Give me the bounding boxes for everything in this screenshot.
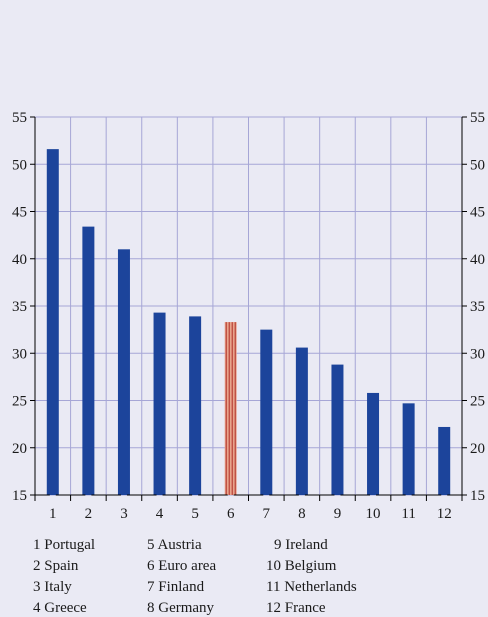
legend-country-name: Belgium — [284, 558, 337, 574]
y-tick-label-right: 50 — [470, 157, 485, 173]
legend-item: 12 France — [266, 600, 326, 617]
legend-country-name: Portugal — [44, 537, 96, 553]
legend-item: 6 Euro area — [147, 558, 216, 575]
legend-number: 7 — [147, 579, 155, 595]
y-tick-label-right: 40 — [470, 252, 485, 268]
legend-number: 10 — [266, 558, 281, 574]
y-tick-label-left: 50 — [12, 157, 27, 173]
legend-country-name: Ireland — [285, 537, 328, 553]
legend-item: 11 Netherlands — [266, 579, 357, 596]
legend-number: 6 — [147, 558, 155, 574]
bar — [438, 426, 451, 495]
bar — [367, 392, 380, 495]
legend-country-name: Greece — [44, 600, 87, 616]
legend-country-name: Finland — [158, 579, 205, 595]
y-tick-label-right: 45 — [470, 205, 485, 221]
y-tick-label-right: 25 — [470, 394, 485, 410]
x-tick-label: 11 — [401, 506, 415, 522]
y-tick-label-right: 30 — [470, 346, 485, 362]
bar — [260, 329, 273, 495]
x-tick-label: 9 — [334, 506, 342, 522]
legend-item: 3 Italy — [33, 579, 72, 596]
bar — [402, 403, 415, 495]
bar — [189, 316, 202, 495]
legend-country-name: Germany — [158, 600, 215, 616]
legend-number: 3 — [33, 579, 41, 595]
legend-item: 5 Austria — [147, 537, 202, 554]
legend-number: 8 — [147, 600, 155, 616]
bar — [117, 249, 130, 495]
legend-number: 1 — [33, 537, 41, 553]
y-tick-label-left: 45 — [12, 205, 27, 221]
x-tick-label: 12 — [437, 506, 452, 522]
legend-item: 7 Finland — [147, 579, 204, 596]
legend-number: 2 — [33, 558, 41, 574]
legend-item: 2 Spain — [33, 558, 78, 575]
legend-item: 10 Belgium — [266, 558, 336, 575]
y-tick-label-left: 35 — [12, 299, 27, 315]
legend-country-name: France — [284, 600, 326, 616]
legend-country-name: Italy — [44, 579, 72, 595]
bar — [153, 312, 166, 495]
legend-number: 4 — [33, 600, 41, 616]
bar — [82, 226, 95, 495]
legend-number: 9 — [274, 537, 282, 553]
x-tick-label: 10 — [366, 506, 381, 522]
y-tick-label-left: 30 — [12, 346, 27, 362]
x-tick-label: 4 — [156, 506, 164, 522]
legend-item: 4 Greece — [33, 600, 87, 617]
legend-number: 12 — [266, 600, 281, 616]
legend-country-name: Euro area — [158, 558, 217, 574]
legend-country-name: Austria — [157, 537, 202, 553]
x-tick-label: 7 — [263, 506, 271, 522]
x-tick-label: 5 — [191, 506, 199, 522]
y-tick-label-left: 40 — [12, 252, 27, 268]
legend-country-name: Netherlands — [284, 579, 357, 595]
legend-country-name: Spain — [44, 558, 79, 574]
y-tick-label-right: 15 — [470, 488, 485, 504]
bar — [331, 364, 344, 495]
y-tick-label-left: 55 — [12, 110, 27, 126]
bar-highlight — [224, 322, 237, 495]
legend-item: 1 Portugal — [33, 537, 95, 554]
bar — [46, 149, 59, 495]
x-tick-label: 6 — [227, 506, 235, 522]
bar — [295, 347, 308, 495]
y-tick-label-right: 35 — [470, 299, 485, 315]
y-tick-label-left: 25 — [12, 394, 27, 410]
y-tick-label-right: 55 — [470, 110, 485, 126]
x-tick-label: 8 — [298, 506, 306, 522]
legend-number: 5 — [147, 537, 155, 553]
y-tick-label-left: 15 — [12, 488, 27, 504]
x-tick-label: 1 — [49, 506, 57, 522]
legend-number: 11 — [266, 579, 281, 595]
x-tick-label: 2 — [85, 506, 93, 522]
y-tick-label-right: 20 — [470, 441, 485, 457]
x-tick-label: 3 — [120, 506, 128, 522]
legend-item: 9 Ireland — [274, 537, 328, 554]
legend-item: 8 Germany — [147, 600, 214, 617]
y-tick-label-left: 20 — [12, 441, 27, 457]
